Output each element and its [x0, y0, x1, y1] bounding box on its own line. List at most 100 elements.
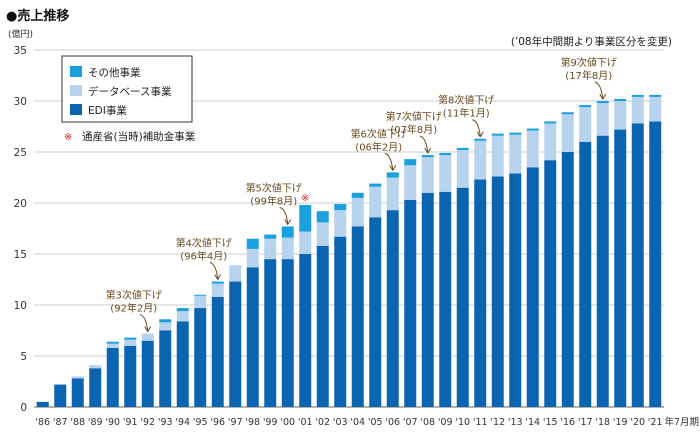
annotation-arrow [472, 119, 481, 136]
y-tick-label: 15 [14, 249, 27, 261]
bar-segment [141, 333, 154, 341]
bar-segment [614, 98, 627, 101]
bar-segment [106, 341, 119, 344]
bar-segment [456, 147, 469, 150]
annotation-date: (17年8月) [565, 69, 612, 82]
bar-segment [106, 347, 119, 407]
bar-segment [334, 236, 347, 407]
annotations: ※ 第3次値下げ(92年2月) 第4次値下げ(96年4月) 第5次値下げ(99年8月)… [106, 56, 617, 333]
bar-segment [474, 138, 487, 141]
segment-change-note: (’08年中間期より事業区分を変更) [511, 35, 672, 48]
x-tick-label: '01 [298, 417, 313, 428]
bar-segment [369, 183, 382, 187]
x-tick-label: '13 [508, 417, 523, 428]
bar-segment [159, 319, 172, 323]
bar-segment [421, 192, 434, 407]
bar-segment [299, 205, 312, 232]
x-tick-label: '12 [490, 417, 505, 428]
bar-segment [386, 210, 399, 407]
annotation-arrow [209, 262, 219, 279]
bar-segment [159, 330, 172, 407]
bar-segment [386, 177, 399, 211]
bar-segment [474, 179, 487, 407]
x-tick-label: '17 [578, 417, 593, 428]
bar-segment [159, 322, 172, 331]
x-axis-suffix: 年7月期 [664, 416, 699, 428]
legend-label: EDI事業 [88, 104, 127, 117]
x-tick-label: '97 [228, 417, 243, 428]
y-tick-label: 20 [14, 198, 27, 210]
bar-segment [211, 281, 224, 284]
bar-segment [649, 94, 662, 97]
x-tick-label: '94 [175, 417, 190, 428]
bar-segment [456, 149, 469, 188]
bar-segment [649, 96, 662, 122]
annotation-title: 第6次値下げ [351, 127, 407, 140]
bar-segment [544, 121, 557, 124]
bars [36, 94, 662, 408]
bar-segment [176, 311, 189, 322]
bar-segment [596, 101, 609, 104]
bar-segment [631, 96, 644, 124]
legend-label: その他事業 [88, 66, 141, 79]
bar-segment [649, 121, 662, 408]
bar-segment [491, 176, 504, 407]
legend-swatch [70, 85, 82, 96]
bar-segment [404, 159, 417, 166]
x-tick-label: '92 [140, 417, 155, 428]
y-tick-label: 25 [14, 147, 27, 159]
bar-segment [246, 248, 259, 268]
x-tick-label: '87 [53, 417, 68, 428]
bar-segment [316, 245, 329, 407]
bar-segment [404, 165, 417, 200]
bar-segment [351, 197, 364, 227]
x-tick-label: '18 [595, 417, 610, 428]
bar-segment [334, 210, 347, 237]
x-tick-label: '20 [630, 417, 645, 428]
annotation-arrowhead [284, 219, 292, 226]
subsidy-marker: ※ [301, 193, 309, 204]
bar-segment [421, 157, 434, 193]
annotation-arrowhead [214, 274, 222, 281]
annotation-date: (06年2月) [355, 140, 402, 153]
chart-title: ●売上推移 [6, 8, 69, 24]
annotation-arrow [419, 135, 429, 153]
x-tick-label: '03 [333, 417, 348, 428]
x-tick-label: '02 [315, 417, 330, 428]
x-tick-label: '21 [648, 417, 663, 428]
x-tick-label: '99 [263, 417, 278, 428]
legend-label: 通産省(当時)補助金事業 [82, 130, 196, 143]
bar-segment [264, 234, 277, 239]
x-tick-label: '95 [193, 417, 208, 428]
x-tick-label: '08 [420, 417, 435, 428]
y-tick-label: 30 [14, 96, 27, 108]
bar-segment [54, 384, 67, 407]
bar-segment [404, 199, 417, 407]
bar-segment [316, 222, 329, 246]
annotation-arrowhead [389, 165, 397, 172]
legend-swatch [70, 66, 82, 77]
bar-segment [141, 340, 154, 407]
legend-box [61, 55, 193, 123]
x-tick-label: '16 [560, 417, 575, 428]
bar-segment [334, 204, 347, 211]
legend-marker: ※ [64, 132, 72, 143]
bar-segment [316, 211, 329, 223]
x-tick-label: '91 [123, 417, 138, 428]
annotation-date: (96年4月) [180, 250, 227, 263]
annotation-arrow [594, 81, 604, 99]
bar-segment [421, 155, 434, 158]
bar-segment [246, 238, 259, 249]
bar-segment [369, 217, 382, 407]
bar-segment [124, 345, 137, 407]
bar-segment [211, 283, 224, 297]
bar-segment [561, 112, 574, 115]
bar-segment [264, 238, 277, 260]
axes: 05101520253035'86'87'88'89'90'91'92'93'9… [14, 45, 699, 428]
bar-segment [579, 107, 592, 142]
bar-segment [89, 368, 102, 407]
bar-segment [106, 343, 119, 348]
bar-segment [561, 152, 574, 407]
bar-segment [36, 401, 49, 407]
x-tick-label: '11 [473, 417, 488, 428]
